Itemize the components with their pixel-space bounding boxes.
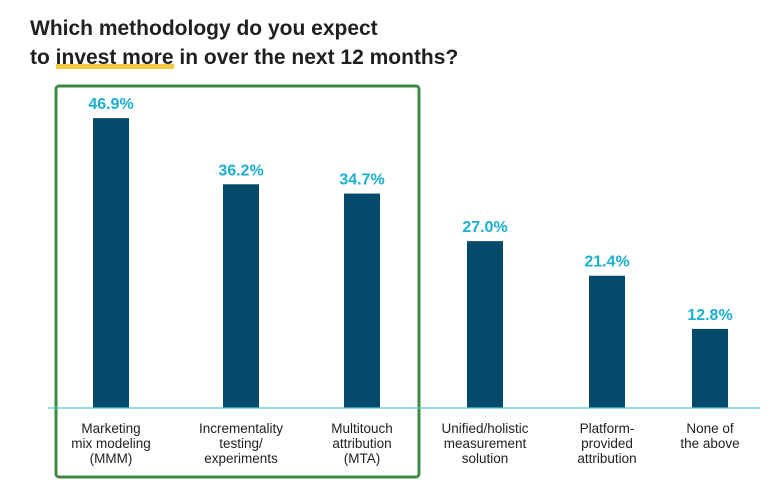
value-label-3: 27.0% <box>462 219 507 236</box>
category-label-5-line-0: None of <box>686 421 734 436</box>
bar-1 <box>223 184 259 408</box>
category-label-0: Marketing mix modeling (MMM) <box>71 421 151 466</box>
category-label-0-line-1: mix modeling <box>71 436 151 451</box>
category-label-4-line-2: attribution <box>577 451 636 466</box>
category-label-4: Platform-provided attribution <box>577 421 636 466</box>
category-label-3: Unified/holistic measurement solution <box>441 421 528 466</box>
category-label-1-line-1: testing/ <box>219 436 263 451</box>
title-line-2-end: in over the next 12 months? <box>173 46 459 69</box>
value-label-2: 34.7% <box>339 172 384 189</box>
title-line-1: Which methodology do you expect <box>30 17 378 40</box>
category-label-3-line-2: solution <box>462 451 509 466</box>
category-label-4-line-0: Platform- <box>580 421 635 436</box>
bar-0 <box>93 118 129 409</box>
bar-4 <box>589 275 625 408</box>
category-label-0-line-2: (MMM) <box>90 451 133 466</box>
category-label-1: Incrementality testing/experiments <box>199 421 283 466</box>
category-label-5-line-1: the above <box>680 436 739 451</box>
value-label-0: 46.9% <box>88 96 133 113</box>
title-line-2-start: to <box>30 46 56 69</box>
highlight-box <box>54 84 421 479</box>
chart-title: Which methodology do you expect to inves… <box>30 14 458 72</box>
category-label-1-line-0: Incrementality <box>199 421 283 436</box>
bar-2 <box>344 193 380 408</box>
category-label-3-line-1: measurement <box>444 436 527 451</box>
category-label-4-line-1: provided <box>581 436 633 451</box>
category-label-5: None of the above <box>680 421 739 451</box>
category-label-2-line-1: attribution <box>332 436 391 451</box>
category-label-1-line-2: experiments <box>204 451 278 466</box>
value-label-4: 21.4% <box>584 254 629 271</box>
category-label-2-line-2: (MTA) <box>344 451 381 466</box>
value-label-1: 36.2% <box>218 162 263 179</box>
category-label-3-line-0: Unified/holistic <box>441 421 528 436</box>
category-label-0-line-0: Marketing <box>81 421 140 436</box>
title-highlight: invest more <box>55 46 174 69</box>
category-label-2-line-0: Multitouch <box>331 421 393 436</box>
value-label-5: 12.8% <box>687 307 732 324</box>
bar-5 <box>692 328 728 408</box>
bar-3 <box>467 241 503 408</box>
category-label-2: Multitouch attribution (MTA) <box>331 421 393 466</box>
